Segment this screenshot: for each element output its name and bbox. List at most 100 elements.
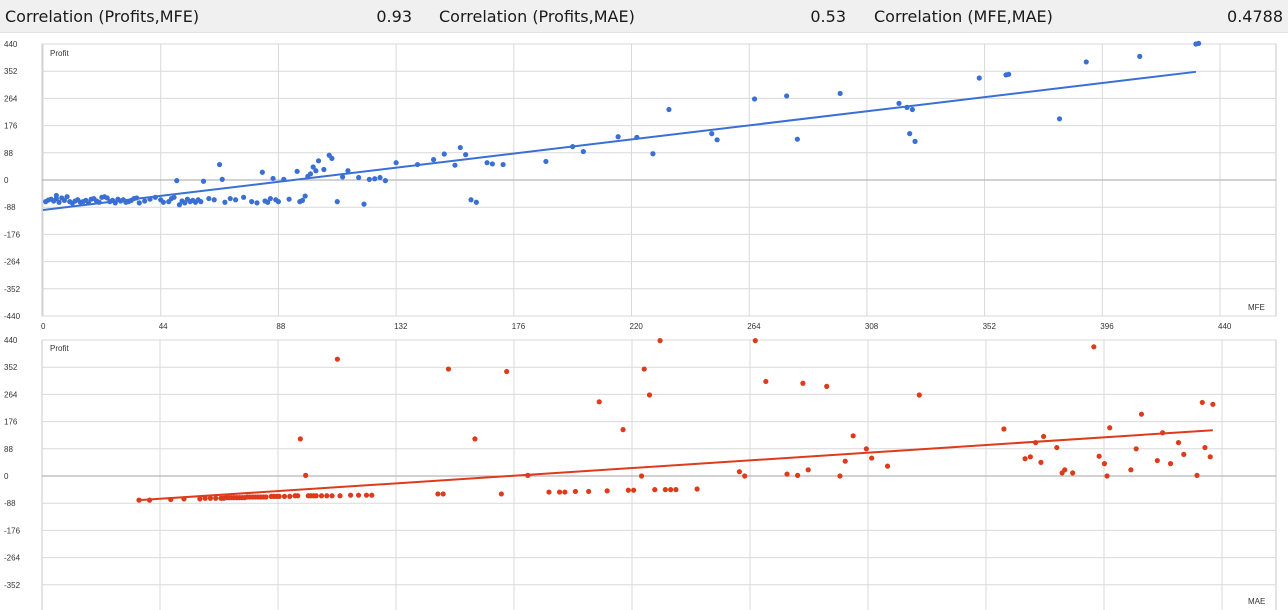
mfe-data-point bbox=[275, 199, 281, 205]
mfe-y-axis-label: Profit bbox=[50, 49, 69, 58]
mfe-data-point bbox=[249, 199, 255, 205]
mae-x-axis-label: MAE bbox=[1248, 597, 1265, 606]
mfe-data-point bbox=[751, 96, 758, 102]
mfe-data-point bbox=[666, 106, 672, 113]
mfe-y-tick-label: 352 bbox=[4, 67, 18, 76]
mae-data-point bbox=[837, 473, 843, 479]
mae-data-point bbox=[1199, 399, 1205, 406]
mae-data-point bbox=[763, 378, 769, 385]
mae-y-tick-label: -264 bbox=[4, 554, 21, 563]
mae-data-point bbox=[1062, 467, 1068, 473]
mfe-data-point bbox=[543, 158, 549, 165]
mfe-data-point bbox=[1196, 40, 1202, 46]
mfe-data-point bbox=[484, 160, 490, 166]
mae-data-point bbox=[472, 436, 478, 442]
mae-y-tick-label: 88 bbox=[4, 445, 13, 454]
correlation-value-mfe-mae: 0.4788 bbox=[1227, 7, 1283, 26]
mae-data-point bbox=[1138, 411, 1145, 417]
mae-data-point bbox=[435, 491, 441, 497]
mae-data-point bbox=[136, 497, 142, 503]
correlation-value-profits-mae: 0.53 bbox=[810, 7, 846, 26]
mae-data-point bbox=[842, 458, 848, 464]
mae-data-point bbox=[168, 496, 174, 503]
mae-data-point bbox=[1128, 467, 1134, 473]
mae-data-point bbox=[1133, 446, 1139, 452]
mfe-data-point bbox=[377, 174, 383, 181]
mae-data-point bbox=[297, 436, 303, 442]
mae-data-point bbox=[884, 463, 891, 469]
mae-data-point bbox=[1210, 401, 1216, 407]
mfe-x-tick-label: 396 bbox=[1100, 322, 1114, 331]
mae-data-point bbox=[207, 495, 214, 501]
mae-data-point bbox=[916, 392, 922, 398]
mfe-data-point bbox=[61, 197, 67, 203]
mae-data-point bbox=[334, 356, 340, 362]
mae-y-tick-label: 352 bbox=[4, 363, 18, 372]
mfe-data-point bbox=[299, 197, 306, 203]
mfe-data-point bbox=[104, 195, 110, 201]
mfe-x-tick-label: 44 bbox=[159, 322, 168, 331]
mae-y-tick-label: -352 bbox=[4, 581, 21, 590]
mae-data-point bbox=[295, 493, 301, 499]
mfe-data-point bbox=[85, 200, 92, 206]
mfe-data-point bbox=[281, 176, 287, 182]
mae-data-point bbox=[586, 488, 592, 495]
mae-data-point bbox=[313, 493, 319, 499]
mfe-data-point bbox=[241, 194, 247, 200]
mfe-data-point bbox=[313, 168, 319, 174]
mfe-y-tick-label: -88 bbox=[4, 203, 16, 212]
mfe-data-point bbox=[227, 195, 233, 202]
mfe-data-point bbox=[96, 199, 102, 205]
mae-data-point bbox=[572, 488, 579, 495]
mae-data-point bbox=[1091, 344, 1097, 350]
mae-y-tick-label: 0 bbox=[4, 472, 9, 481]
mae-y-tick-label: -88 bbox=[4, 499, 16, 508]
mfe-data-point bbox=[463, 152, 469, 158]
mae-data-point bbox=[213, 495, 219, 501]
mae-y-tick-label: 440 bbox=[4, 336, 18, 345]
mfe-data-point bbox=[219, 176, 225, 182]
mfe-x-tick-label: 88 bbox=[276, 322, 285, 331]
mae-data-point bbox=[504, 368, 510, 375]
mae-data-point bbox=[800, 380, 806, 386]
mae-data-point bbox=[1101, 461, 1108, 467]
mae-data-point bbox=[263, 494, 269, 500]
mfe-data-point bbox=[265, 199, 271, 205]
mfe-y-tick-label: -176 bbox=[4, 230, 21, 239]
mfe-data-point bbox=[457, 144, 463, 151]
mae-data-point bbox=[662, 487, 668, 493]
mfe-y-tick-label: -264 bbox=[4, 258, 21, 267]
mfe-data-point bbox=[650, 151, 656, 157]
mae-data-point bbox=[1181, 451, 1187, 457]
mfe-data-point bbox=[56, 199, 62, 205]
mae-data-point bbox=[668, 487, 674, 493]
mfe-x-tick-label: 264 bbox=[747, 322, 761, 331]
mfe-data-point bbox=[1137, 53, 1143, 59]
mae-data-point bbox=[1175, 440, 1182, 446]
correlation-label-profits-mfe: Correlation (Profits,MFE) bbox=[5, 7, 200, 26]
mfe-data-point bbox=[580, 148, 586, 155]
mfe-y-tick-label: -352 bbox=[4, 285, 21, 294]
mae-data-point bbox=[363, 492, 370, 498]
mfe-data-point bbox=[198, 199, 204, 205]
mfe-y-tick-label: -440 bbox=[4, 312, 21, 321]
mfe-data-point bbox=[615, 134, 621, 140]
mfe-data-point bbox=[142, 198, 148, 204]
mae-data-point bbox=[736, 469, 743, 475]
mfe-data-point bbox=[147, 196, 153, 202]
mae-data-point bbox=[1022, 456, 1028, 462]
mae-data-point bbox=[752, 338, 758, 344]
mfe-data-point bbox=[896, 100, 902, 106]
mfe-data-point bbox=[307, 171, 314, 177]
mae-data-point bbox=[869, 455, 875, 461]
mae-data-point bbox=[824, 383, 830, 389]
mae-data-point bbox=[318, 493, 325, 499]
mfe-x-tick-label: 308 bbox=[865, 322, 879, 331]
mae-data-point bbox=[1194, 472, 1200, 478]
mae-data-point bbox=[596, 399, 602, 405]
mae-data-point bbox=[181, 496, 187, 502]
mfe-data-point bbox=[200, 178, 207, 184]
mfe-x-tick-label: 220 bbox=[630, 322, 644, 331]
mfe-data-point bbox=[907, 131, 913, 137]
mfe-data-point bbox=[356, 174, 362, 181]
